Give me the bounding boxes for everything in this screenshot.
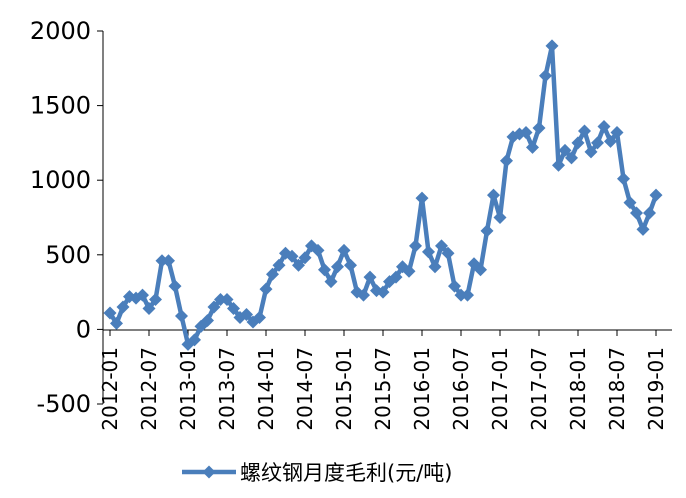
data-point — [227, 302, 240, 316]
data-point — [240, 307, 253, 321]
data-point — [389, 270, 403, 284]
data-point — [604, 134, 617, 148]
data-point — [103, 306, 117, 320]
data-point — [188, 333, 201, 347]
x-tick-label: 2012-07 — [137, 347, 161, 431]
legend-label: 螺纹钢月度毛利(元/吨) — [240, 461, 452, 485]
data-point — [610, 125, 624, 139]
data-point — [500, 154, 513, 168]
x-tick-label: 2016-01 — [410, 347, 434, 431]
data-point — [220, 293, 234, 307]
data-point — [649, 188, 663, 202]
y-tick-label: 500 — [45, 241, 91, 269]
data-point — [376, 285, 390, 299]
data-point — [168, 279, 182, 293]
data-point — [441, 246, 455, 260]
data-point — [415, 191, 429, 205]
data-point — [142, 302, 156, 316]
data-point — [422, 245, 435, 259]
data-point — [428, 260, 442, 274]
y-tick-label: 0 — [76, 315, 91, 343]
data-point — [175, 309, 188, 323]
x-tick-label: 2013-07 — [215, 347, 239, 431]
x-tick-label: 2015-07 — [371, 347, 395, 431]
data-point — [552, 158, 565, 172]
legend: 螺纹钢月度毛利(元/吨) — [182, 461, 452, 485]
data-point — [409, 239, 422, 253]
data-point — [493, 211, 507, 224]
x-tick-label: 2014-01 — [254, 347, 278, 431]
data-point — [110, 316, 123, 330]
x-tick-label: 2014-07 — [293, 347, 317, 431]
data-point — [474, 263, 487, 277]
series-螺纹钢月度毛利 — [103, 39, 663, 351]
data-point — [435, 239, 448, 253]
data-point — [298, 251, 312, 265]
data-point — [448, 279, 461, 293]
x-tick-label: 2017-07 — [527, 347, 551, 431]
y-tick-label: -500 — [37, 390, 91, 418]
data-point — [591, 136, 604, 150]
data-point — [357, 288, 370, 302]
x-tick-label: 2018-01 — [566, 347, 590, 431]
data-point — [630, 206, 643, 220]
data-point — [539, 69, 552, 83]
x-tick-label: 2019-01 — [644, 347, 668, 431]
data-point — [597, 119, 611, 133]
data-point — [162, 254, 175, 268]
data-point — [571, 136, 585, 150]
data-point — [253, 310, 266, 324]
data-point — [259, 282, 273, 296]
data-point — [623, 196, 637, 210]
data-point — [558, 143, 572, 157]
data-point — [402, 264, 416, 278]
data-point — [331, 260, 344, 274]
data-point — [337, 243, 351, 257]
data-point — [578, 124, 591, 138]
data-point — [487, 188, 500, 202]
data-point — [207, 300, 221, 314]
y-tick-label: 2000 — [30, 17, 91, 45]
data-point — [266, 267, 279, 281]
data-point — [532, 121, 546, 135]
y-tick-label: 1500 — [30, 92, 91, 120]
data-point — [636, 222, 650, 236]
y-axis: -500 0 500 1000 1500 2000 — [30, 17, 104, 418]
data-point — [311, 243, 325, 257]
data-point — [584, 145, 598, 159]
data-point — [545, 39, 559, 53]
x-tick-label: 2013-01 — [176, 347, 200, 431]
data-point — [279, 246, 292, 260]
data-point — [116, 300, 130, 314]
x-tick-label: 2018-07 — [605, 347, 629, 431]
x-tick-label: 2016-07 — [449, 347, 473, 431]
data-point — [461, 288, 474, 302]
data-point — [272, 258, 286, 272]
data-point — [363, 270, 377, 284]
y-tick-label: 1000 — [30, 166, 91, 194]
data-point — [201, 313, 214, 327]
data-point — [643, 206, 656, 220]
series-line — [108, 43, 659, 347]
data-point — [565, 151, 578, 165]
data-point — [149, 293, 162, 307]
data-point — [285, 249, 299, 263]
x-tick-label: 2015-01 — [332, 347, 356, 431]
x-tick-label: 2017-01 — [488, 347, 512, 431]
x-tick-label: 2012-01 — [98, 347, 122, 431]
legend-marker-swatch — [202, 465, 216, 479]
x-axis: 2012-01 2012-07 2013-01 2013-07 2014-01 2014-… — [98, 329, 672, 431]
data-point — [324, 275, 338, 289]
data-point — [617, 172, 630, 186]
data-point — [344, 258, 357, 272]
data-point — [318, 263, 331, 277]
data-point — [136, 288, 149, 302]
data-point — [526, 140, 539, 154]
data-point — [480, 224, 494, 238]
data-point — [292, 258, 305, 272]
data-point — [519, 125, 533, 139]
